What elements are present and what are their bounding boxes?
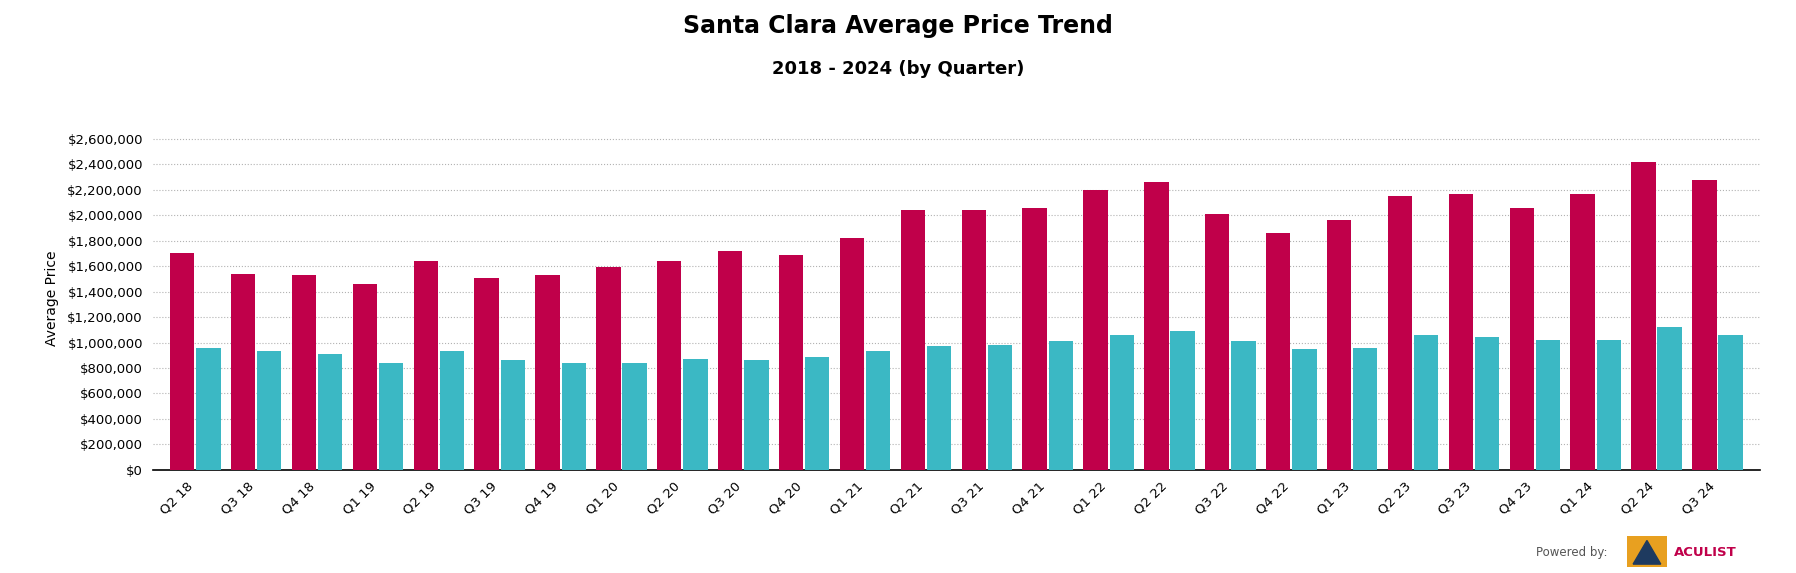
Bar: [900, 210, 925, 470]
Bar: [562, 363, 585, 470]
Bar: [744, 360, 769, 470]
Text: Powered by:: Powered by:: [1536, 545, 1607, 559]
Bar: [805, 356, 830, 470]
Bar: [171, 253, 194, 470]
Text: ACULIST: ACULIST: [1674, 545, 1737, 559]
Bar: [1205, 214, 1230, 470]
Bar: [501, 360, 524, 470]
Bar: [1631, 162, 1656, 470]
Text: 2018 - 2024 (by Quarter): 2018 - 2024 (by Quarter): [772, 60, 1024, 78]
Bar: [1413, 335, 1439, 470]
Bar: [1291, 349, 1316, 470]
Bar: [1352, 348, 1378, 470]
Bar: [1266, 233, 1290, 470]
Bar: [1144, 182, 1169, 470]
Bar: [352, 284, 377, 470]
Bar: [440, 351, 463, 470]
Bar: [196, 348, 221, 470]
Bar: [318, 354, 343, 470]
Bar: [1110, 335, 1133, 470]
Bar: [1049, 342, 1072, 470]
Bar: [1536, 340, 1561, 470]
Bar: [1719, 335, 1742, 470]
Bar: [1509, 207, 1534, 470]
Y-axis label: Average Price: Average Price: [45, 250, 59, 346]
Polygon shape: [1633, 540, 1661, 564]
Bar: [841, 238, 864, 470]
Bar: [1171, 331, 1194, 470]
Bar: [866, 351, 891, 470]
Bar: [1232, 342, 1255, 470]
Bar: [1475, 337, 1500, 470]
Bar: [1388, 196, 1412, 470]
Bar: [623, 363, 647, 470]
Text: Santa Clara Average Price Trend: Santa Clara Average Price Trend: [682, 14, 1114, 38]
Bar: [657, 261, 681, 470]
Bar: [682, 359, 708, 470]
Bar: [257, 351, 282, 470]
Bar: [1658, 327, 1681, 470]
Bar: [474, 277, 499, 470]
Bar: [291, 275, 316, 470]
Bar: [1597, 340, 1622, 470]
Bar: [718, 251, 742, 470]
Bar: [413, 261, 438, 470]
Bar: [535, 275, 560, 470]
Bar: [1327, 220, 1351, 470]
Bar: [1570, 194, 1595, 470]
Bar: [1692, 179, 1717, 470]
Bar: [1083, 190, 1108, 470]
Bar: [779, 254, 803, 470]
Bar: [1449, 194, 1473, 470]
Bar: [988, 345, 1013, 470]
Bar: [596, 268, 621, 470]
Bar: [379, 363, 404, 470]
Bar: [961, 210, 986, 470]
Bar: [232, 274, 255, 470]
Bar: [1022, 207, 1047, 470]
Bar: [927, 346, 952, 470]
